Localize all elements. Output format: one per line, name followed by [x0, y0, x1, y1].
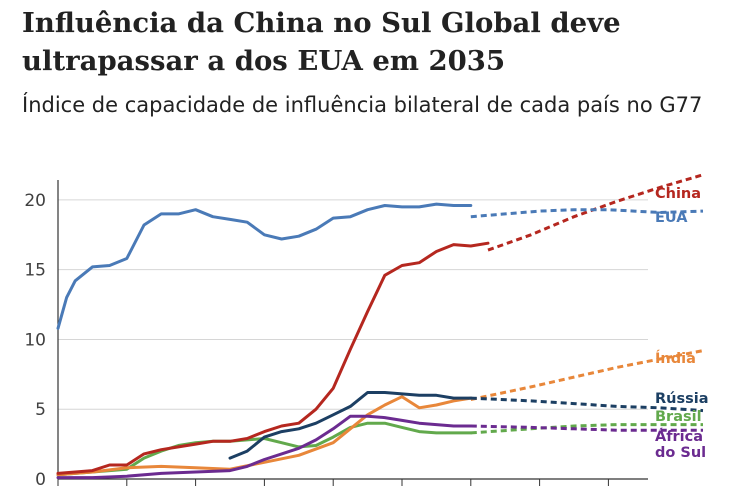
axes: 0 5 10 15 20 — [24, 180, 648, 486]
series-lines — [56, 173, 704, 480]
projection-line-india — [470, 349, 704, 401]
y-tick-label: 0 — [35, 470, 46, 486]
series-label-china: China — [655, 186, 701, 202]
projection-line-russia — [470, 396, 704, 413]
gridlines — [58, 199, 648, 410]
series-line-africa-do-sul — [56, 414, 473, 480]
series-label-africa-do-sul: África do Sul — [655, 428, 706, 461]
projection-line-eua — [470, 208, 704, 219]
series-label-russia: Rússia — [655, 391, 709, 407]
y-tick-label: 10 — [24, 330, 46, 350]
series-label-brasil: Brasil — [655, 409, 702, 425]
series-label-india: Índia — [655, 350, 696, 367]
series-label-eua: EUA — [655, 210, 688, 226]
y-tick-label: 15 — [24, 261, 46, 281]
y-tick-label: 20 — [24, 191, 46, 211]
series-line-russia — [228, 391, 473, 460]
series-line-eua — [56, 202, 473, 330]
chart-title: Influência da China no Sul Global deve u… — [22, 7, 621, 77]
series-line-india — [56, 395, 473, 477]
chart-subtitle: Índice de capacidade de influência bilat… — [22, 93, 703, 117]
projection-line-africa-do-sul — [470, 424, 703, 432]
series-labels: China EUA Índia Rússia Brasil África do Sul — [655, 186, 709, 461]
series-line-china — [56, 241, 490, 475]
y-tick-label: 5 — [35, 400, 46, 420]
projection-line-brasil — [470, 423, 703, 435]
series-line-brasil — [56, 421, 473, 477]
